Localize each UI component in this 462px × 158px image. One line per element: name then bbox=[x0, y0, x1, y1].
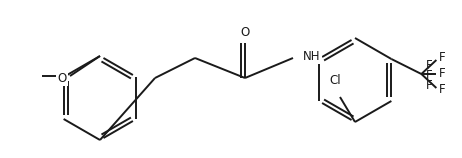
Text: F: F bbox=[439, 83, 446, 97]
Text: NH: NH bbox=[303, 49, 321, 63]
Text: O: O bbox=[57, 72, 67, 85]
Text: F: F bbox=[439, 52, 446, 64]
Text: O: O bbox=[240, 27, 249, 40]
Text: F: F bbox=[426, 79, 433, 92]
Text: F: F bbox=[426, 70, 433, 82]
Text: F: F bbox=[426, 60, 433, 73]
Text: Cl: Cl bbox=[329, 74, 341, 87]
Text: F: F bbox=[439, 67, 446, 80]
